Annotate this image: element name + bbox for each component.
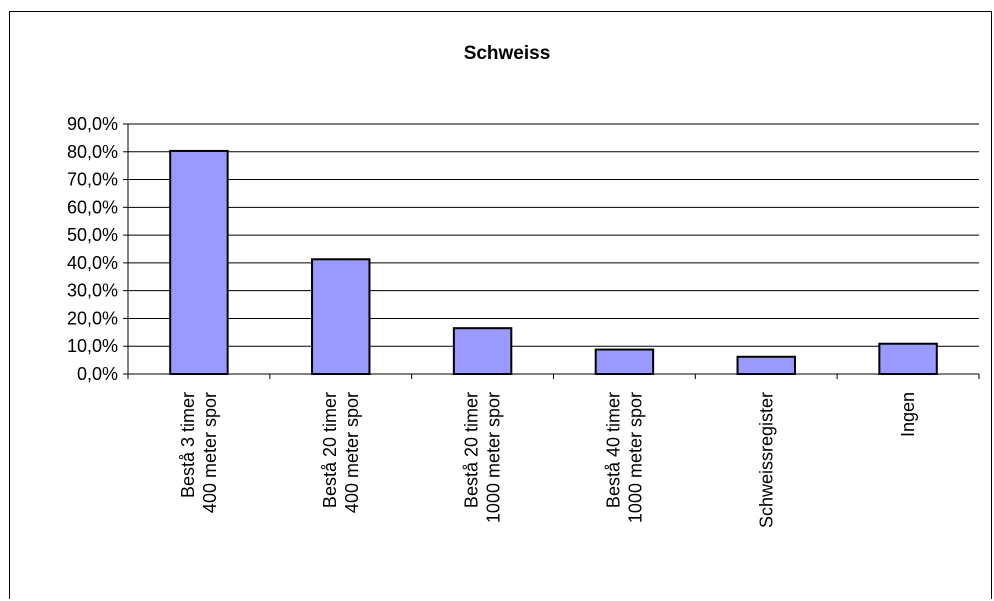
x-tick-label: Bestå 20 timer 400 meter spor [320,392,362,513]
y-tick-label: 10,0% [67,336,118,356]
bar [452,327,513,375]
bar [594,348,655,375]
y-tick-label: 90,0% [67,114,118,134]
x-tick-label-line: Bestå 20 timer [462,392,482,508]
x-tick-label: Ingen [898,392,918,437]
x-tick-label-line: Bestå 40 timer [603,392,623,508]
x-tick-label-line: Schweissregister [756,392,776,528]
x-tick-labels: Bestå 3 timer 400 meter spor Bestå 20 time… [178,392,918,528]
x-tick-label-line: 400 meter spor [200,392,220,513]
axes [123,123,980,379]
x-tick-label-line: Ingen [898,392,918,437]
bar [878,342,938,376]
y-tick-label: 70,0% [67,170,118,190]
y-tick-label: 80,0% [67,142,118,162]
gridlines [128,123,979,347]
x-tick-label: Schweissregister [756,392,776,528]
x-tick-label: Bestå 40 timer 1000 meter spor [603,392,645,523]
x-tick-label-line: Bestå 20 timer [320,392,340,508]
y-tick-label: 0,0% [77,364,118,384]
y-tick-label: 60,0% [67,197,118,217]
y-tick-label: 30,0% [67,281,118,301]
x-tick-label: Bestå 20 timer 1000 meter spor [462,392,504,523]
bar [311,258,371,375]
y-tick-label: 40,0% [67,253,118,273]
bar [169,149,229,375]
bars [169,149,938,376]
y-tick-labels: 0,0% 10,0% 20,0% 30,0% 40,0% 50,0% 60,0% 70,0% 8… [67,114,118,384]
chart-title: Schweiss [464,43,551,64]
x-tick-label-line: 1000 meter spor [484,392,504,523]
y-tick-label: 50,0% [67,225,118,245]
x-tick-label-line: Bestå 3 timer [178,392,198,498]
y-tick-label: 20,0% [67,308,118,328]
x-tick-label: Bestå 3 timer 400 meter spor [178,392,220,513]
x-tick-label-line: 400 meter spor [342,392,362,513]
bar [736,355,796,375]
x-tick-label-line: 1000 meter spor [625,392,645,523]
